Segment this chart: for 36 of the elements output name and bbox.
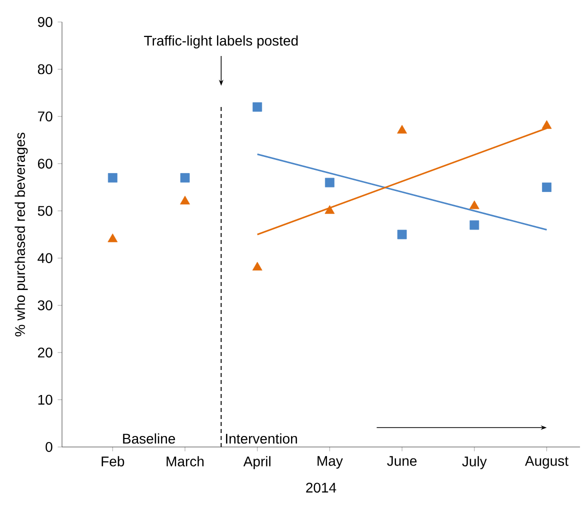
x-axis-title: 2014 (306, 482, 336, 493)
y-tick-label: 20 (38, 348, 52, 358)
annotation: Traffic-light labels posted (144, 35, 298, 48)
point (469, 200, 480, 210)
annotation: Baseline (123, 433, 176, 444)
point (252, 102, 262, 112)
point (180, 196, 190, 204)
x-tick-label: Feb (102, 456, 124, 466)
point (397, 230, 407, 240)
point (542, 120, 552, 129)
y-tick-label: 10 (38, 394, 52, 405)
y-tick-label: 70 (38, 111, 52, 122)
annotation: Intervention (226, 433, 297, 444)
y-tick-label: 60 (38, 158, 52, 169)
y-tick-label: 90 (38, 17, 52, 27)
x-tick-label: June (387, 456, 417, 466)
point (252, 262, 262, 270)
x-tick-label: July (462, 456, 487, 470)
y-axis-title: % who purchased red beverages (14, 132, 28, 336)
x-tick-label: August (524, 456, 568, 469)
y-tick-label: 40 (38, 253, 52, 264)
point (397, 124, 407, 134)
point (542, 182, 552, 192)
y-tick-label: 0 (46, 442, 52, 452)
x-tick-label: March (166, 456, 204, 466)
point (108, 234, 118, 242)
y-tick-label: 30 (38, 300, 52, 310)
point (324, 178, 334, 188)
point (108, 173, 118, 183)
x-tick-label: April (243, 456, 270, 470)
point (180, 173, 190, 183)
y-tick-label: 50 (38, 206, 52, 216)
y-tick-label: 80 (38, 64, 52, 74)
x-tick-label: May (318, 456, 343, 469)
point (324, 205, 335, 214)
point (470, 220, 480, 230)
